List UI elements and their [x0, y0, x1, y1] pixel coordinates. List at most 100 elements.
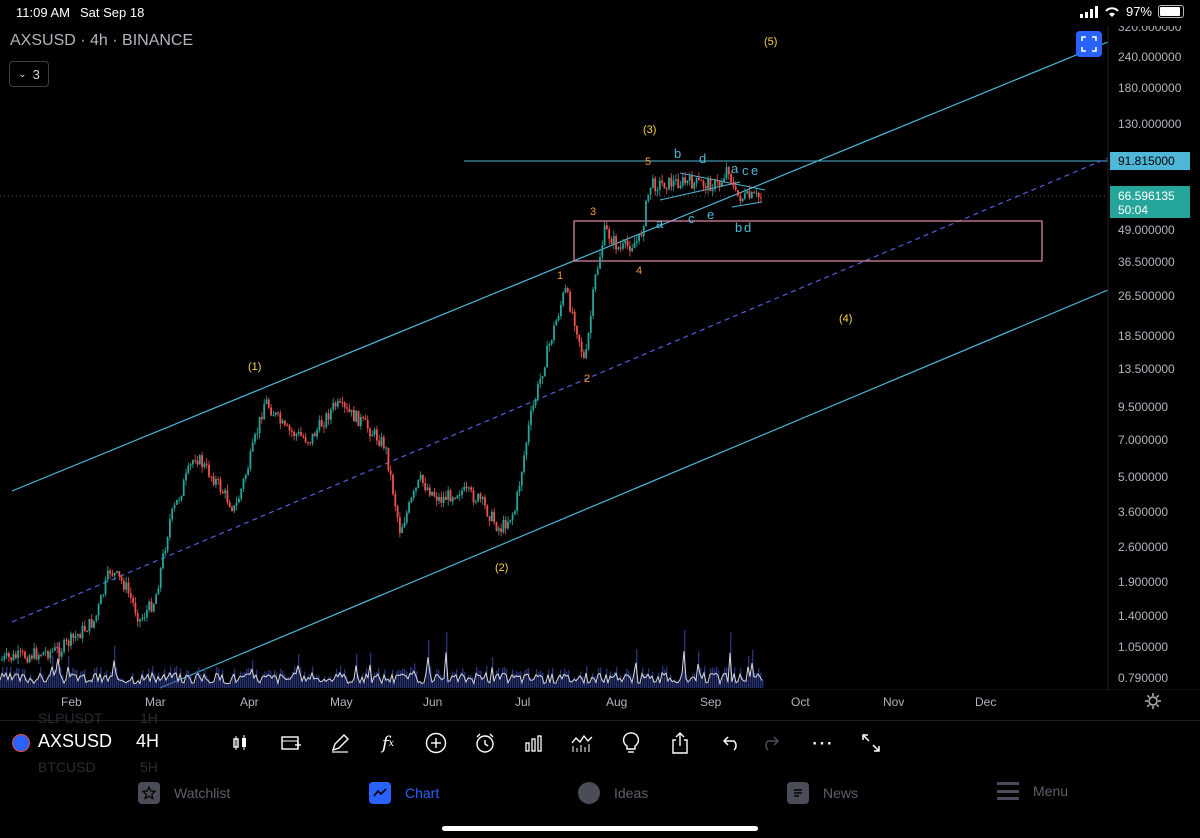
undo-icon[interactable] — [718, 729, 746, 757]
chart-settings-gear-icon[interactable] — [1144, 692, 1162, 710]
volume-bar — [322, 680, 324, 688]
channel-upper-line[interactable] — [11, 41, 1109, 492]
candle-body — [339, 400, 341, 403]
share-icon[interactable] — [666, 729, 694, 757]
expand-icon[interactable] — [857, 729, 885, 757]
candle-body — [304, 437, 307, 443]
volume-bar — [464, 671, 466, 688]
chart-title[interactable]: AXSUSD · 4h · BINANCE — [10, 32, 194, 49]
candle-body — [465, 486, 468, 489]
wave-minor-2: 2 — [584, 373, 590, 385]
candle-body — [698, 177, 700, 180]
more-icon[interactable]: ⋯ — [811, 730, 833, 755]
tab-label: Menu — [1033, 783, 1069, 799]
pencil-icon[interactable] — [326, 729, 354, 757]
candle-body — [681, 177, 684, 186]
candle-body — [412, 491, 415, 498]
ghost-interval-bottom: 5H — [140, 759, 158, 775]
volume-bar — [310, 676, 312, 688]
wave-sub-b2: b — [735, 220, 742, 235]
add-icon[interactable] — [422, 729, 450, 757]
last-price-label: 66.596135 — [1118, 189, 1175, 203]
candle-body — [81, 625, 84, 639]
candle-type-icon[interactable] — [226, 729, 254, 757]
volume-bar — [470, 675, 472, 688]
volume-bar — [296, 667, 298, 688]
volume-bar — [272, 675, 274, 688]
volume-bar — [112, 671, 114, 688]
volume-bar — [274, 670, 276, 688]
data-window-icon[interactable] — [568, 729, 596, 757]
candle-body — [180, 495, 183, 500]
candle-body — [564, 288, 567, 293]
volume-bar — [468, 674, 470, 688]
alarm-clock-icon[interactable] — [471, 729, 499, 757]
channel-lower-line[interactable] — [159, 289, 1109, 689]
time-axis[interactable]: Feb Mar Apr May Jun Jul Aug Sep Oct Nov … — [0, 692, 1108, 714]
volume-bar — [736, 682, 738, 688]
countdown-label: 50:04 — [1118, 203, 1148, 217]
candle-body — [679, 185, 682, 189]
volume-bar — [712, 667, 714, 688]
candle-body — [387, 447, 390, 471]
candle-body — [212, 476, 215, 485]
tab-chart[interactable]: Chart — [369, 782, 439, 804]
volume-bar — [530, 677, 532, 688]
volume-bar — [142, 670, 144, 688]
candle-body — [198, 455, 201, 465]
interval-selector[interactable]: 4H — [136, 731, 160, 751]
triangle2-lower-line[interactable] — [731, 201, 763, 208]
candle-body — [132, 597, 134, 603]
volume-bar — [364, 681, 366, 688]
wave-minor-4: 4 — [636, 265, 642, 277]
volume-bar — [24, 669, 26, 688]
volume-bar — [26, 678, 28, 688]
candle-body — [100, 595, 102, 605]
symbol-selector[interactable]: AXSUSD — [38, 731, 113, 751]
tab-watchlist[interactable]: Watchlist — [138, 782, 230, 804]
candle-body — [281, 420, 284, 424]
triangle-lower-line[interactable] — [659, 181, 741, 201]
resistance-price-badge — [1110, 152, 1190, 170]
bar-chart-icon[interactable] — [520, 729, 548, 757]
volume-bar — [166, 678, 168, 688]
indicators-toggle[interactable]: ⌄ 3 — [9, 61, 49, 87]
tab-menu[interactable]: Menu — [997, 782, 1068, 800]
volume-bar — [246, 668, 248, 688]
fullscreen-button[interactable] — [1076, 31, 1102, 57]
volume-bar — [172, 673, 174, 688]
price-tick: 36.500000 — [1118, 255, 1175, 269]
wave-label-4: (4) — [839, 313, 852, 325]
volume-bar — [108, 679, 110, 688]
candle-body — [127, 582, 130, 594]
volume-bar — [242, 672, 244, 688]
tab-news[interactable]: News — [787, 782, 858, 804]
candle-body — [488, 516, 491, 522]
volume-bar — [188, 670, 190, 688]
candle-body — [737, 190, 739, 196]
price-chart[interactable]: (1) (2) (3) (4) (5) 1 2 3 4 5 a b c d e … — [0, 26, 1200, 690]
candle-body — [477, 493, 479, 502]
channel-mid-line[interactable] — [11, 157, 1109, 623]
price-tick: 7.000000 — [1118, 433, 1168, 447]
candle-body — [357, 410, 360, 427]
lightbulb-icon[interactable] — [617, 729, 645, 757]
compare-icon[interactable] — [277, 729, 305, 757]
resistance-price-label: 91.815000 — [1118, 154, 1175, 168]
volume-bar — [64, 683, 66, 688]
support-zone-box[interactable] — [573, 220, 1043, 262]
volume-bar — [324, 676, 326, 688]
tab-ideas[interactable]: Ideas — [578, 782, 648, 804]
volume-bar — [262, 673, 264, 688]
price-axis[interactable]: 320.000000 240.000000 180.000000 130.000… — [1118, 26, 1182, 685]
candle-body — [67, 640, 70, 646]
candle-body — [507, 521, 509, 529]
candle-body — [42, 652, 45, 656]
triangle-upper-line[interactable] — [679, 172, 766, 191]
volume-bar — [16, 667, 18, 688]
volume-bar — [248, 667, 250, 688]
candle-body — [543, 367, 546, 377]
redo-icon[interactable] — [756, 729, 784, 757]
volume-bar — [168, 672, 170, 688]
